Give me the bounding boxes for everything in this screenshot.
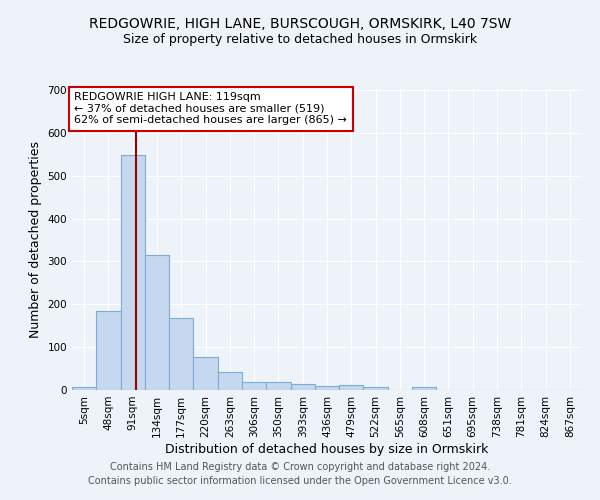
Text: REDGOWRIE, HIGH LANE, BURSCOUGH, ORMSKIRK, L40 7SW: REDGOWRIE, HIGH LANE, BURSCOUGH, ORMSKIR… xyxy=(89,18,511,32)
Bar xyxy=(364,386,388,390)
Bar xyxy=(242,382,266,390)
Text: REDGOWRIE HIGH LANE: 119sqm
← 37% of detached houses are smaller (519)
62% of se: REDGOWRIE HIGH LANE: 119sqm ← 37% of det… xyxy=(74,92,347,126)
Text: Contains public sector information licensed under the Open Government Licence v3: Contains public sector information licen… xyxy=(88,476,512,486)
Bar xyxy=(193,356,218,390)
Bar xyxy=(96,310,121,390)
Bar xyxy=(266,382,290,390)
Y-axis label: Number of detached properties: Number of detached properties xyxy=(29,142,42,338)
Bar xyxy=(339,385,364,390)
Text: Size of property relative to detached houses in Ormskirk: Size of property relative to detached ho… xyxy=(123,32,477,46)
Text: Contains HM Land Registry data © Crown copyright and database right 2024.: Contains HM Land Registry data © Crown c… xyxy=(110,462,490,472)
Bar xyxy=(290,384,315,390)
Bar xyxy=(169,318,193,390)
Bar xyxy=(315,386,339,390)
X-axis label: Distribution of detached houses by size in Ormskirk: Distribution of detached houses by size … xyxy=(166,442,488,456)
Bar xyxy=(145,255,169,390)
Bar xyxy=(72,386,96,390)
Bar xyxy=(218,372,242,390)
Bar xyxy=(412,388,436,390)
Bar xyxy=(121,155,145,390)
